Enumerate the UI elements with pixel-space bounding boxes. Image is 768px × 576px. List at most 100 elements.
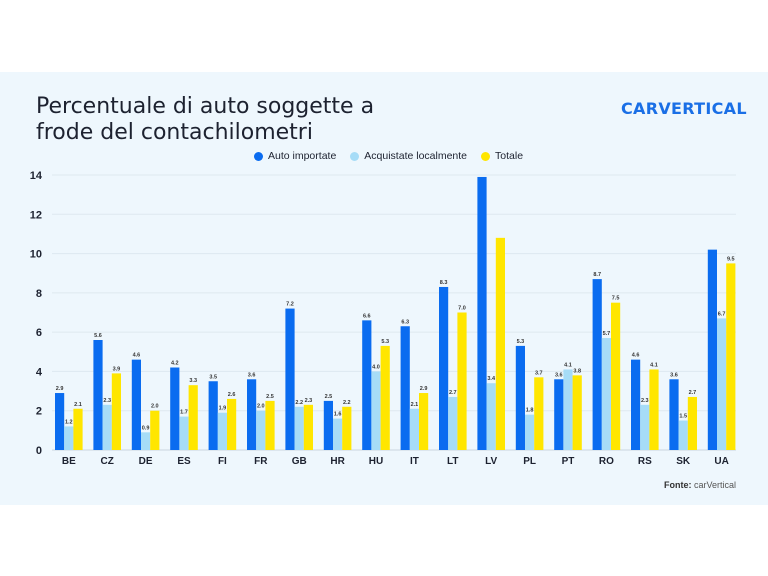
bar — [179, 416, 189, 450]
legend-item-local: Acquistate localmente — [350, 150, 467, 162]
bar — [439, 286, 449, 450]
legend-label: Totale — [495, 150, 524, 162]
bar — [131, 359, 141, 450]
data-label: 2.1 — [411, 402, 419, 408]
data-label: 3.6 — [670, 372, 678, 378]
data-label: 7.0 — [458, 306, 466, 312]
bar — [515, 345, 525, 450]
data-label: 4.0 — [372, 364, 380, 370]
bar — [102, 404, 112, 450]
data-label: 5.3 — [381, 339, 389, 345]
x-tick-label: UA — [714, 456, 728, 467]
data-label: 8.7 — [593, 272, 601, 278]
bar — [572, 375, 582, 450]
source-note: Fonte: carVertical — [664, 480, 736, 490]
data-label: 3.8 — [573, 368, 581, 374]
data-label: 1.7 — [180, 410, 188, 416]
bar — [362, 320, 372, 450]
data-label: 2.1 — [74, 402, 82, 408]
bar — [93, 340, 103, 450]
data-label: 2.0 — [257, 404, 265, 410]
bar — [678, 420, 688, 450]
x-tick-label: FR — [254, 456, 268, 467]
legend-swatch — [254, 151, 263, 161]
bar — [247, 379, 257, 450]
data-label: 3.9 — [113, 366, 121, 372]
bar — [188, 385, 198, 450]
data-label: 4.6 — [632, 353, 640, 359]
y-tick-label: 14 — [30, 170, 43, 182]
bar — [409, 408, 419, 450]
bar — [170, 367, 180, 450]
x-tick-label: RO — [599, 456, 614, 467]
bar — [342, 406, 352, 450]
x-tick-label: ES — [177, 456, 191, 467]
bar — [111, 373, 121, 450]
legend-item-imported: Auto importate — [254, 150, 336, 162]
bar — [227, 398, 237, 450]
legend-swatch — [481, 151, 491, 161]
data-label: 9.5 — [727, 256, 735, 262]
x-tick-label: HU — [369, 456, 383, 467]
data-label: 2.7 — [449, 390, 457, 396]
x-tick-label: LV — [485, 456, 497, 467]
y-tick-label: 6 — [36, 327, 42, 339]
bar — [669, 379, 679, 450]
data-label: 2.6 — [228, 392, 236, 398]
bar — [419, 393, 429, 450]
data-label: 4.2 — [171, 361, 179, 367]
bar — [208, 381, 218, 450]
bar — [601, 338, 611, 450]
bar — [256, 410, 266, 450]
y-tick-label: 4 — [36, 366, 43, 378]
legend-label: Acquistate localmente — [364, 150, 468, 162]
data-label: 2.3 — [103, 398, 111, 404]
data-label: 5.7 — [603, 331, 611, 337]
x-tick-label: LT — [447, 456, 458, 467]
x-tick-label: RS — [638, 456, 652, 467]
data-label: 3.4 — [487, 376, 496, 382]
data-label: 3.6 — [555, 372, 563, 378]
bar — [631, 359, 641, 450]
x-tick-label: FI — [218, 456, 227, 467]
data-label: 4.1 — [650, 362, 658, 368]
data-label: 2.3 — [305, 398, 313, 404]
data-label: 6.7 — [718, 311, 726, 317]
data-label: 2.9 — [56, 386, 64, 392]
bar — [592, 279, 602, 450]
bar — [141, 432, 151, 450]
data-label: 5.3 — [517, 339, 525, 345]
bar — [265, 400, 275, 450]
bar — [495, 237, 505, 450]
y-tick-label: 0 — [36, 445, 42, 457]
data-label: 2.5 — [266, 394, 274, 400]
x-tick-label: DE — [139, 456, 153, 467]
bar — [726, 263, 736, 450]
bar — [64, 426, 74, 450]
source-label: Fonte: — [663, 480, 692, 490]
bar — [285, 308, 295, 450]
chart-title: Percentuale di auto soggette a frode del… — [36, 94, 374, 146]
bar — [457, 312, 467, 450]
bar — [534, 377, 544, 450]
x-tick-label: SK — [676, 456, 691, 467]
x-tick-label: IT — [410, 456, 419, 467]
data-label: 2.2 — [343, 400, 351, 406]
x-tick-label: BE — [62, 456, 76, 467]
bar — [150, 410, 160, 450]
bar — [333, 418, 343, 450]
legend-item-total: Totale — [481, 150, 523, 162]
data-label: 1.5 — [679, 414, 687, 420]
data-label: 1.6 — [334, 412, 342, 418]
data-label: 3.3 — [189, 378, 197, 384]
x-tick-label: HR — [330, 456, 345, 467]
bar — [554, 379, 564, 450]
data-label: 6.3 — [401, 319, 409, 325]
data-label: 2.7 — [689, 390, 697, 396]
data-label: 2.9 — [420, 386, 428, 392]
bar — [611, 302, 621, 450]
data-label: 1.8 — [526, 408, 534, 414]
bar — [400, 326, 410, 450]
data-label: 7.5 — [612, 296, 620, 302]
